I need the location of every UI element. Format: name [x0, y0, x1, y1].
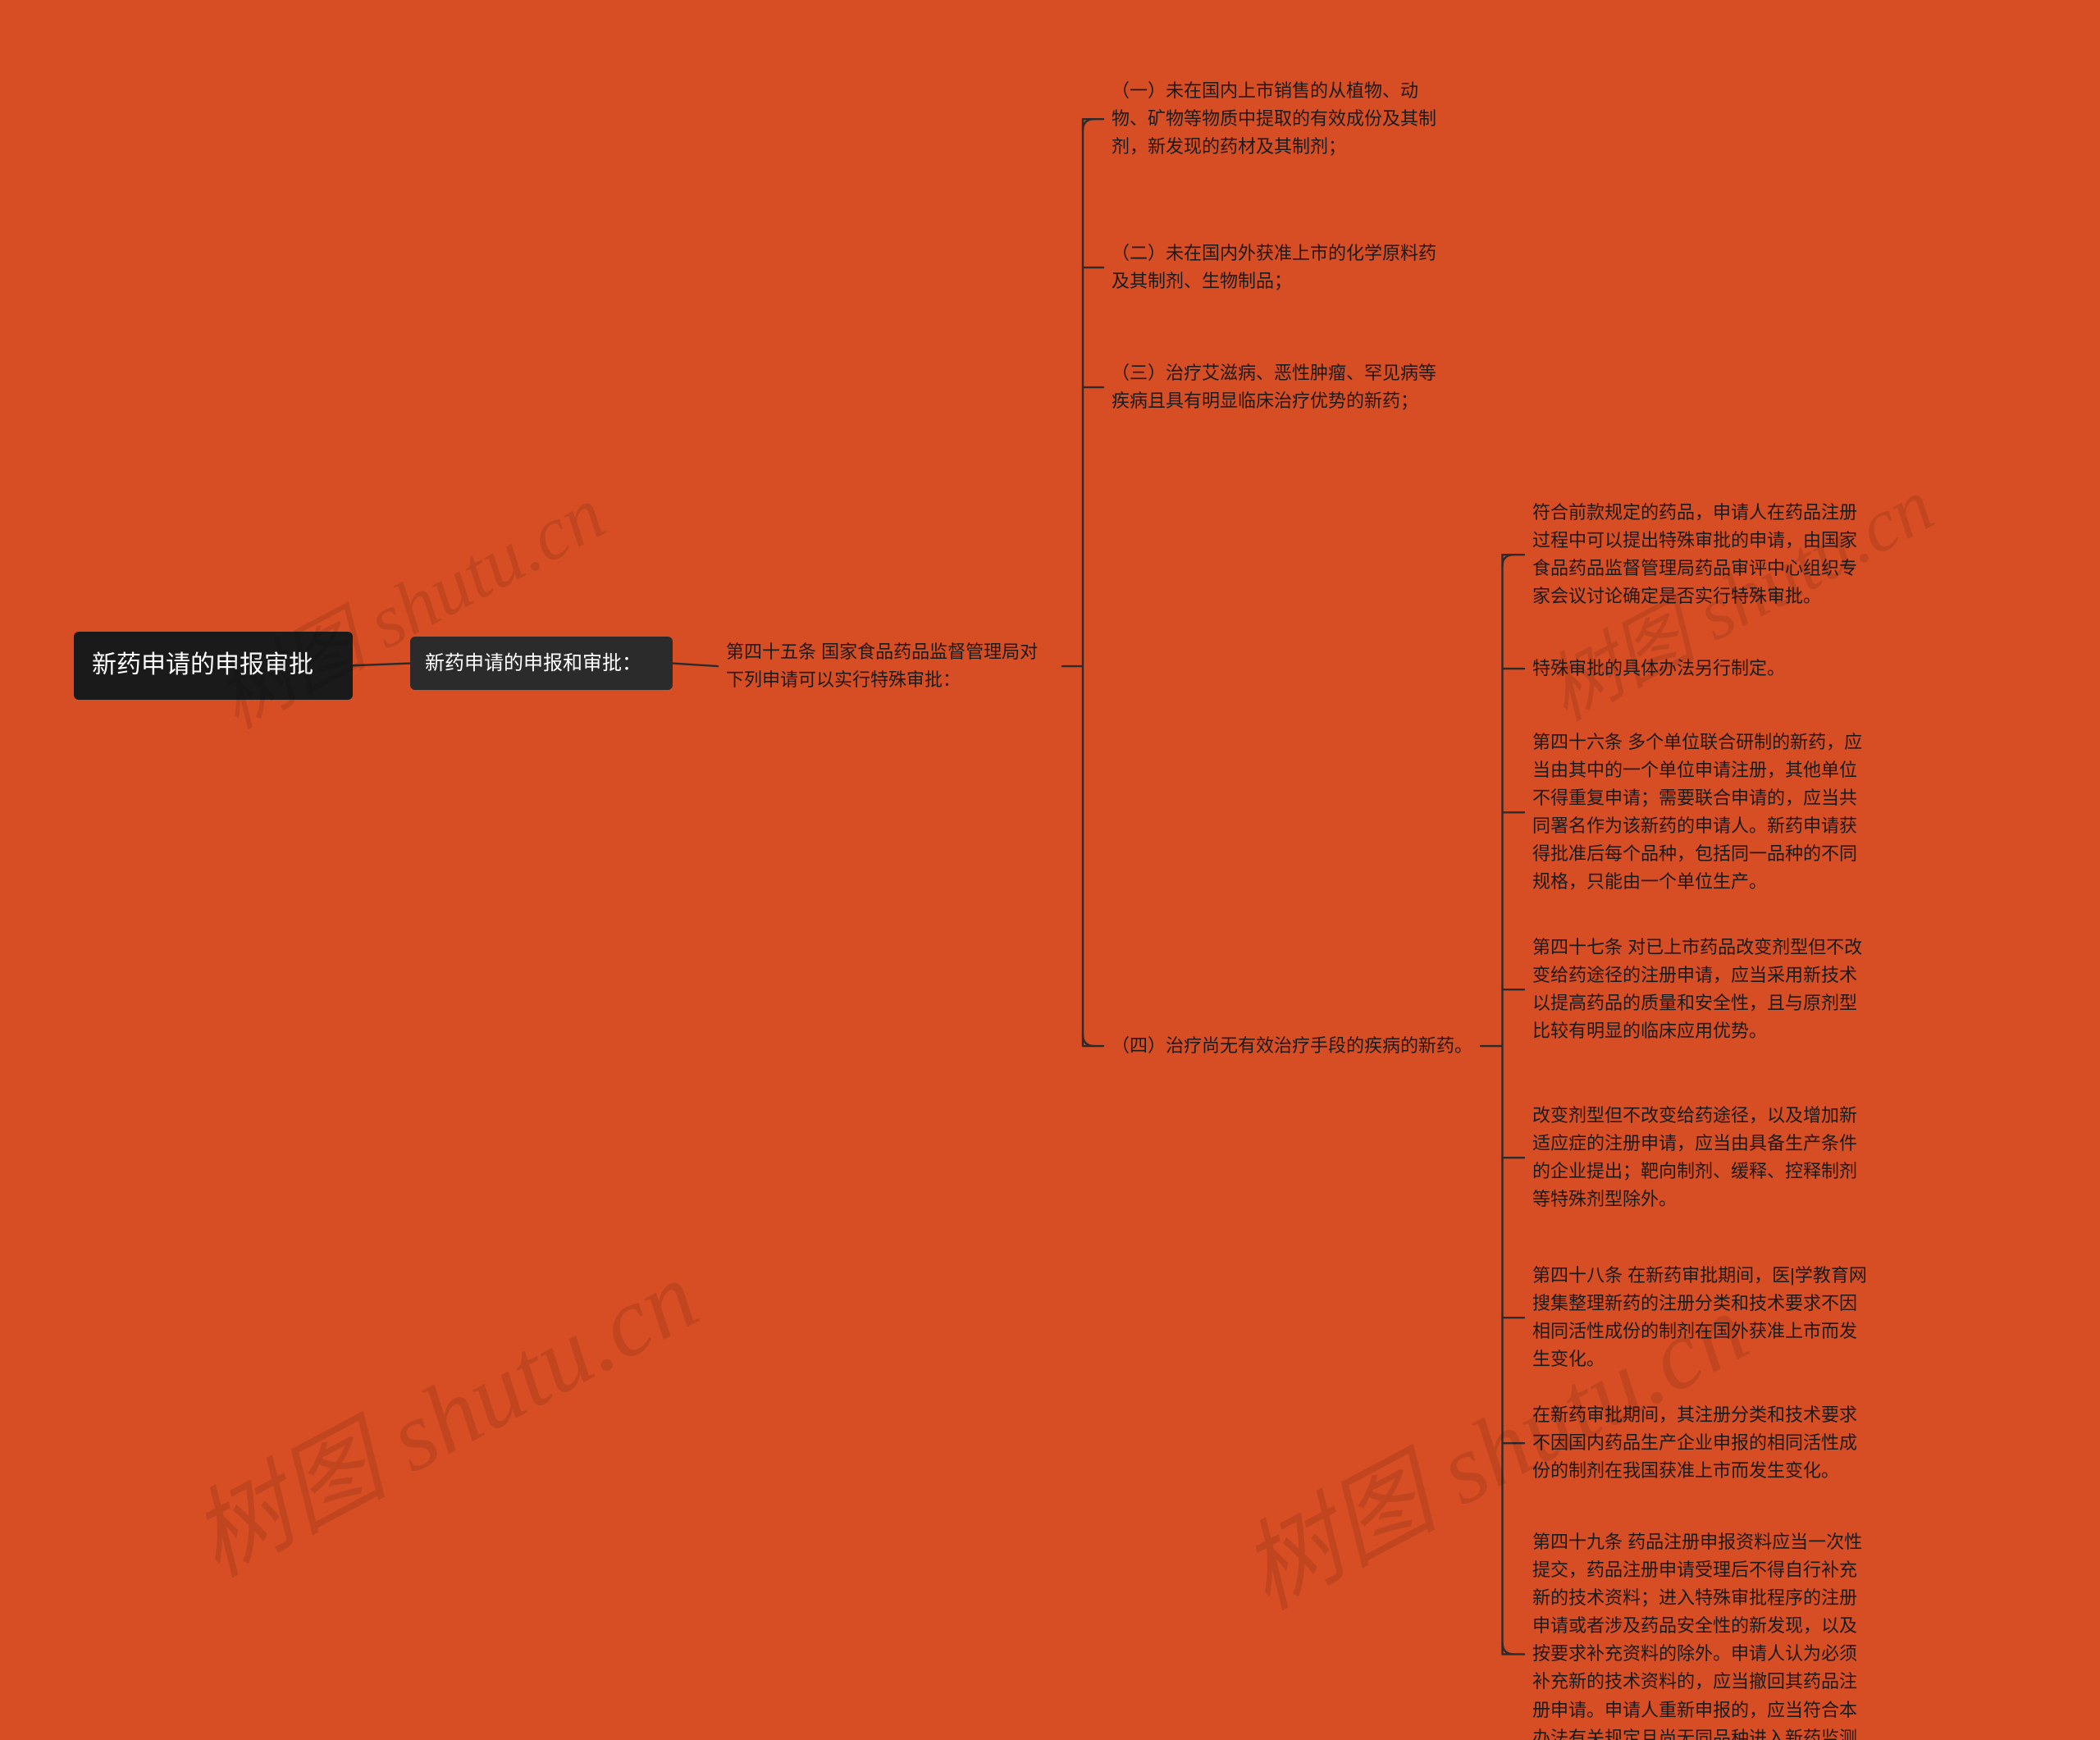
leaf-node[interactable]: 第四十九条 药品注册申报资料应当一次性提交，药品注册申请受理后不得自行补充新的技…: [1524, 1522, 1877, 1740]
mindmap-canvas: 新药申请的申报审批 新药申请的申报和审批： 第四十五条 国家食品药品监督管理局对…: [0, 0, 2100, 1740]
watermark-text: 树图 shutu.cn: [162, 1217, 717, 1603]
leaf-node[interactable]: 第四十八条 在新药审批期间，医|学教育网搜集整理新药的注册分类和技术要求不因相同…: [1524, 1255, 1877, 1380]
leaf-node[interactable]: （三）治疗艾滋病、恶性肿瘤、罕见病等疾病且具有明显临床治疗优势的新药；: [1103, 353, 1456, 422]
watermark-text: 树图 shutu.cn: [195, 454, 620, 749]
node-label: （四）治疗尚无有效治疗手段的疾病的新药。: [1112, 1035, 1472, 1056]
node-label: （三）治疗艾滋病、恶性肿瘤、罕见病等疾病且具有明显临床治疗优势的新药；: [1112, 363, 1436, 411]
node-label: 第四十七条 对已上市药品改变剂型但不改变给药途径的注册申请，应当采用新技术以提高…: [1532, 937, 1862, 1041]
node-label: （二）未在国内外获准上市的化学原料药及其制剂、生物制品；: [1112, 243, 1436, 291]
leaf-node[interactable]: 在新药审批期间，其注册分类和技术要求不因国内药品生产企业申报的相同活性成份的制剂…: [1524, 1395, 1877, 1491]
node-label: 符合前款规定的药品，申请人在药品注册过程中可以提出特殊审批的申请，由国家食品药品…: [1532, 502, 1857, 606]
node-label: 在新药审批期间，其注册分类和技术要求不因国内药品生产企业申报的相同活性成份的制剂…: [1532, 1404, 1857, 1481]
leaf-node[interactable]: 特殊审批的具体办法另行制定。: [1524, 648, 1877, 689]
branch-node-level2[interactable]: 第四十五条 国家食品药品监督管理局对下列申请可以实行特殊审批：: [718, 632, 1062, 701]
root-label: 新药申请的申报审批: [92, 651, 313, 678]
leaf-node[interactable]: （一）未在国内上市销售的从植物、动物、矿物等物质中提取的有效成份及其制剂，新发现…: [1103, 71, 1456, 167]
branch-node-level1[interactable]: 新药申请的申报和审批：: [410, 637, 673, 690]
leaf-node[interactable]: 符合前款规定的药品，申请人在药品注册过程中可以提出特殊审批的申请，由国家食品药品…: [1524, 492, 1877, 617]
node-label: 第四十五条 国家食品药品监督管理局对下列申请可以实行特殊审批：: [726, 642, 1038, 690]
node-label: 特殊审批的具体办法另行制定。: [1532, 658, 1785, 678]
leaf-node[interactable]: 第四十七条 对已上市药品改变剂型但不改变给药途径的注册申请，应当采用新技术以提高…: [1524, 927, 1877, 1052]
node-label: 新药申请的申报和审批：: [425, 652, 641, 674]
node-label: 第四十六条 多个单位联合研制的新药，应当由其中的一个单位申请注册，其他单位不得重…: [1532, 732, 1862, 892]
leaf-node[interactable]: （二）未在国内外获准上市的化学原料药及其制剂、生物制品；: [1103, 233, 1456, 302]
root-node[interactable]: 新药申请的申报审批: [74, 632, 353, 700]
leaf-node[interactable]: 第四十六条 多个单位联合研制的新药，应当由其中的一个单位申请注册，其他单位不得重…: [1524, 722, 1877, 903]
node-label: （一）未在国内上市销售的从植物、动物、矿物等物质中提取的有效成份及其制剂，新发现…: [1112, 80, 1436, 157]
leaf-node[interactable]: 改变剂型但不改变给药途径，以及增加新适应症的注册申请，应当由具备生产条件的企业提…: [1524, 1095, 1877, 1220]
node-label: 改变剂型但不改变给药途径，以及增加新适应症的注册申请，应当由具备生产条件的企业提…: [1532, 1105, 1857, 1209]
leaf-node[interactable]: （四）治疗尚无有效治疗手段的疾病的新药。: [1103, 1025, 1481, 1066]
node-label: 第四十八条 在新药审批期间，医|学教育网搜集整理新药的注册分类和技术要求不因相同…: [1532, 1265, 1867, 1369]
node-label: 第四十九条 药品注册申报资料应当一次性提交，药品注册申请受理后不得自行补充新的技…: [1532, 1532, 1862, 1740]
